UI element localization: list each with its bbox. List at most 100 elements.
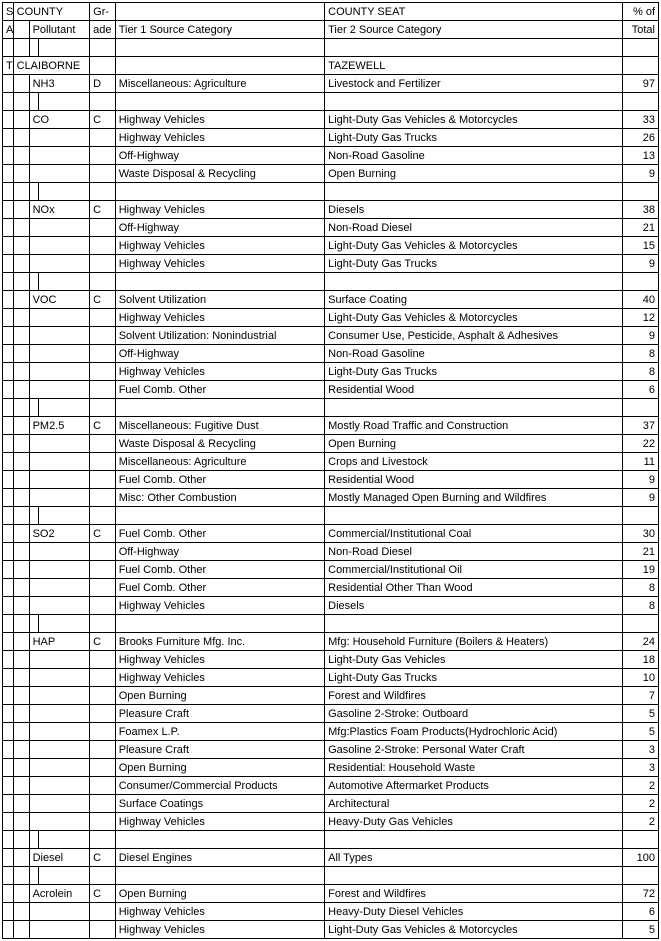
- pct-cell: 22: [622, 435, 658, 453]
- grade-cell: [90, 471, 116, 489]
- pollutant-cell: [29, 741, 90, 759]
- tier2-cell: Light-Duty Gas Vehicles & Motorcycles: [325, 921, 623, 939]
- tier1-cell: Miscellaneous: Agriculture: [115, 453, 324, 471]
- grade-cell: C: [90, 111, 116, 129]
- pct-cell: 9: [622, 489, 658, 507]
- grade-cell: [90, 597, 116, 615]
- grade-cell: [90, 381, 116, 399]
- grade-cell: [90, 255, 116, 273]
- pct-cell: 8: [622, 345, 658, 363]
- tier2-cell: Light-Duty Gas Vehicles & Motorcycles: [325, 309, 623, 327]
- pct-cell: 18: [622, 651, 658, 669]
- tier1-cell: Waste Disposal & Recycling: [115, 165, 324, 183]
- tier1-cell: Highway Vehicles: [115, 597, 324, 615]
- pct-cell: 38: [622, 201, 658, 219]
- pollutant-cell: [29, 579, 90, 597]
- hdr-ate: ATE: [3, 21, 14, 39]
- tier2-cell: Open Burning: [325, 435, 623, 453]
- grade-cell: [90, 921, 116, 939]
- grade-cell: [90, 777, 116, 795]
- tier2-cell: Mostly Managed Open Burning and Wildfire…: [325, 489, 623, 507]
- tier2-cell: Non-Road Gasoline: [325, 345, 623, 363]
- tier1-cell: Off-Highway: [115, 543, 324, 561]
- tier1-cell: Fuel Comb. Other: [115, 525, 324, 543]
- tier2-cell: Residential Other Than Wood: [325, 579, 623, 597]
- hdr-grade: Gr-: [90, 3, 116, 21]
- tier2-cell: Mfg: Household Furniture (Boilers & Heat…: [325, 633, 623, 651]
- tier1-cell: Open Burning: [115, 885, 324, 903]
- pct-cell: 15: [622, 237, 658, 255]
- pollutant-cell: [29, 165, 90, 183]
- tier2-cell: Light-Duty Gas Trucks: [325, 129, 623, 147]
- tier1-cell: Highway Vehicles: [115, 237, 324, 255]
- pct-cell: 2: [622, 813, 658, 831]
- pct-cell: 5: [622, 705, 658, 723]
- tier1-cell: Highway Vehicles: [115, 651, 324, 669]
- tier2-cell: Architectural: [325, 795, 623, 813]
- grade-cell: [90, 813, 116, 831]
- pollutant-cell: [29, 363, 90, 381]
- pct-cell: 9: [622, 327, 658, 345]
- pollutant-cell: CO: [29, 111, 90, 129]
- tier1-cell: Highway Vehicles: [115, 201, 324, 219]
- tier1-cell: Brooks Furniture Mfg. Inc.: [115, 633, 324, 651]
- pct-cell: 8: [622, 597, 658, 615]
- pollutant-cell: Acrolein: [29, 885, 90, 903]
- pollutant-cell: [29, 219, 90, 237]
- tier2-cell: Commercial/Institutional Oil: [325, 561, 623, 579]
- pollutant-cell: [29, 759, 90, 777]
- grade-cell: C: [90, 525, 116, 543]
- pollutant-cell: [29, 777, 90, 795]
- grade-cell: [90, 669, 116, 687]
- tier1-cell: Highway Vehicles: [115, 255, 324, 273]
- pollutant-cell: [29, 345, 90, 363]
- hdr-ade: ade: [90, 21, 116, 39]
- tier1-cell: Fuel Comb. Other: [115, 561, 324, 579]
- tier1-cell: Highway Vehicles: [115, 921, 324, 939]
- grade-cell: [90, 723, 116, 741]
- pollutant-cell: [29, 921, 90, 939]
- tier1-cell: Foamex L.P.: [115, 723, 324, 741]
- tier1-cell: Highway Vehicles: [115, 669, 324, 687]
- grade-cell: [90, 543, 116, 561]
- pollutant-cell: [29, 705, 90, 723]
- tier2-cell: Non-Road Gasoline: [325, 147, 623, 165]
- pollutant-cell: NH3: [29, 75, 90, 93]
- tier2-cell: Automotive Aftermarket Products: [325, 777, 623, 795]
- pct-cell: 6: [622, 903, 658, 921]
- pollutant-cell: VOC: [29, 291, 90, 309]
- tier1-cell: Consumer/Commercial Products: [115, 777, 324, 795]
- pct-cell: 6: [622, 381, 658, 399]
- pollutant-cell: [29, 687, 90, 705]
- tier1-cell: Miscellaneous: Agriculture: [115, 75, 324, 93]
- pollutant-cell: [29, 453, 90, 471]
- tier1-cell: Off-Highway: [115, 345, 324, 363]
- tier1-cell: Highway Vehicles: [115, 309, 324, 327]
- grade-cell: [90, 327, 116, 345]
- tier2-cell: Residential Wood: [325, 471, 623, 489]
- pct-cell: 12: [622, 309, 658, 327]
- grade-cell: [90, 147, 116, 165]
- tier1-cell: Surface Coatings: [115, 795, 324, 813]
- pollutant-cell: [29, 813, 90, 831]
- grade-cell: [90, 453, 116, 471]
- tier2-cell: Non-Road Diesel: [325, 543, 623, 561]
- grade-cell: [90, 795, 116, 813]
- pct-cell: 9: [622, 471, 658, 489]
- pollutant-cell: [29, 471, 90, 489]
- grade-cell: C: [90, 633, 116, 651]
- grade-cell: [90, 129, 116, 147]
- tier1-cell: Fuel Comb. Other: [115, 471, 324, 489]
- blank: [13, 21, 29, 39]
- pct-cell: 30: [622, 525, 658, 543]
- pct-cell: 97: [622, 75, 658, 93]
- pollutant-cell: SO2: [29, 525, 90, 543]
- hdr-tier2: Tier 2 Source Category: [325, 21, 623, 39]
- tier1-cell: Off-Highway: [115, 219, 324, 237]
- tier2-cell: Forest and Wildfires: [325, 687, 623, 705]
- pollutant-cell: [29, 255, 90, 273]
- pct-cell: 26: [622, 129, 658, 147]
- pct-cell: 3: [622, 759, 658, 777]
- grade-cell: [90, 759, 116, 777]
- state-cell: TN: [3, 57, 14, 75]
